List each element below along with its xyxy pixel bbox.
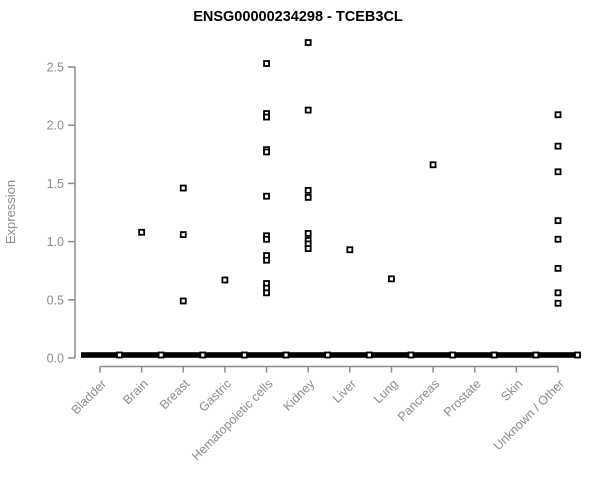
zero-cluster-dash	[81, 352, 119, 358]
data-point	[554, 168, 562, 176]
data-point	[263, 192, 270, 200]
x-tick-label: Bladder	[69, 377, 109, 417]
data-point	[346, 246, 354, 254]
data-point	[554, 217, 562, 225]
data-point	[263, 289, 270, 297]
x-tick-label: Unknown / Other	[491, 377, 567, 453]
data-point	[554, 142, 562, 150]
x-tick-label: Hematopoietic cells	[189, 377, 276, 464]
y-tick-label: 1.0	[47, 235, 64, 249]
x-tick-label: Kidney	[280, 376, 317, 413]
y-tick-label: 0.0	[47, 352, 64, 366]
data-point	[429, 161, 437, 169]
zero-cluster-dash	[164, 352, 203, 358]
zero-cluster-dash	[372, 352, 411, 358]
axes: 0.0 0.5 1.0 1.5 2.0 2.5 Bladder Brain Breast Gast…	[47, 61, 568, 464]
data-point	[554, 111, 562, 119]
zero-cluster-dash	[122, 352, 161, 358]
zero-cluster-dash	[497, 352, 536, 358]
zero-cluster-dash	[205, 352, 244, 358]
data-point	[241, 351, 248, 359]
data-point	[263, 235, 270, 243]
data-point	[116, 351, 123, 359]
zero-cluster-dash	[539, 352, 577, 358]
data-point	[263, 60, 270, 67]
data-point	[554, 289, 562, 297]
y-tick-label: 2.0	[47, 119, 64, 133]
data-point	[304, 39, 312, 46]
y-tick-label: 2.5	[47, 61, 64, 75]
x-tick-label: Liver	[330, 377, 359, 406]
data-point	[263, 256, 270, 264]
data-point	[574, 351, 581, 359]
data-point	[157, 351, 165, 359]
y-tick-label: 0.5	[47, 293, 64, 307]
chart-title: ENSG00000234298 - TCEB3CL	[193, 9, 403, 25]
y-tick-label: 1.5	[47, 177, 64, 191]
data-point	[138, 228, 146, 236]
data-point	[263, 148, 270, 156]
data-point	[179, 184, 187, 192]
zero-cluster-dash	[330, 352, 369, 358]
data-point	[449, 351, 456, 359]
x-tick-label: Brain	[120, 377, 151, 408]
zero-cluster-dash	[455, 352, 494, 358]
data-point	[199, 351, 207, 359]
data-point	[304, 245, 312, 252]
data-point	[324, 351, 332, 359]
data-point	[365, 351, 373, 359]
data-point	[554, 264, 562, 272]
data-point	[221, 276, 229, 284]
data-point	[304, 106, 312, 114]
data-point	[179, 231, 187, 239]
zero-cluster-dash	[247, 352, 286, 358]
x-tick-label: Gastric	[196, 377, 234, 415]
data-point	[554, 299, 562, 307]
data-point	[304, 193, 312, 201]
x-tick-label: Prostate	[441, 377, 484, 420]
data-point	[179, 297, 187, 305]
data-points-layer	[81, 39, 581, 359]
data-point	[407, 351, 415, 359]
x-tick-label: Breast	[157, 376, 193, 412]
data-point	[282, 351, 290, 359]
data-point	[490, 351, 498, 359]
y-axis-label: Expression	[3, 180, 18, 244]
data-point	[388, 275, 395, 283]
data-point	[304, 186, 312, 194]
data-point	[263, 113, 270, 121]
data-point	[304, 230, 312, 237]
x-tick-label: Skin	[498, 377, 525, 404]
x-tick-label: Lung	[371, 377, 401, 407]
zero-cluster-dash	[414, 352, 453, 358]
data-point	[532, 351, 540, 359]
zero-cluster-dash	[289, 352, 328, 358]
x-tick-label: Pancreas	[395, 377, 442, 424]
data-point	[554, 235, 562, 243]
